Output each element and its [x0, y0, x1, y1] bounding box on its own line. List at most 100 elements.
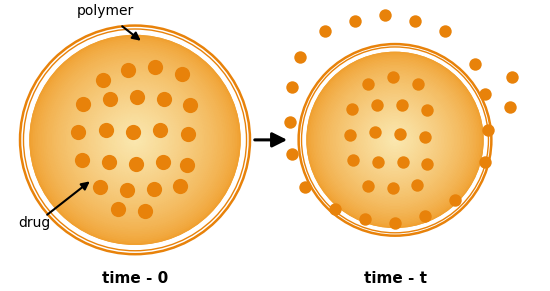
Point: [301, 184, 310, 189]
Circle shape: [328, 73, 463, 207]
Circle shape: [133, 138, 137, 142]
Point: [390, 221, 399, 226]
Circle shape: [75, 81, 195, 199]
Point: [371, 129, 380, 134]
Point: [185, 103, 194, 107]
Circle shape: [307, 52, 483, 227]
Circle shape: [392, 137, 398, 143]
Point: [131, 162, 140, 166]
Point: [96, 184, 104, 189]
Circle shape: [118, 123, 152, 157]
Circle shape: [331, 76, 460, 204]
Circle shape: [131, 136, 139, 143]
Circle shape: [82, 88, 188, 192]
Circle shape: [82, 88, 188, 192]
Point: [348, 107, 356, 111]
Point: [441, 28, 449, 33]
Point: [412, 182, 421, 187]
Point: [421, 134, 430, 139]
Circle shape: [54, 60, 216, 220]
Circle shape: [309, 54, 482, 226]
Circle shape: [379, 124, 411, 156]
Circle shape: [35, 41, 235, 239]
Circle shape: [47, 53, 223, 227]
Circle shape: [376, 121, 414, 159]
Circle shape: [93, 98, 177, 182]
Circle shape: [121, 126, 149, 154]
Circle shape: [351, 96, 439, 184]
Circle shape: [320, 65, 470, 214]
Circle shape: [74, 79, 196, 201]
Circle shape: [388, 133, 403, 147]
Circle shape: [381, 125, 410, 155]
Circle shape: [389, 134, 401, 146]
Circle shape: [337, 81, 454, 198]
Circle shape: [70, 75, 200, 204]
Circle shape: [373, 118, 417, 162]
Circle shape: [93, 98, 177, 182]
Circle shape: [348, 93, 442, 187]
Circle shape: [60, 65, 210, 215]
Circle shape: [355, 100, 434, 179]
Circle shape: [81, 86, 189, 194]
Circle shape: [90, 95, 180, 185]
Circle shape: [79, 84, 191, 196]
Point: [395, 132, 404, 136]
Text: time - t: time - t: [364, 271, 426, 285]
Point: [389, 75, 398, 79]
Point: [450, 197, 459, 202]
Circle shape: [346, 92, 443, 188]
Circle shape: [331, 76, 460, 204]
Circle shape: [328, 73, 463, 207]
Circle shape: [107, 112, 163, 168]
Circle shape: [128, 133, 142, 147]
Circle shape: [315, 60, 476, 220]
Point: [288, 85, 296, 90]
Point: [184, 132, 192, 136]
Circle shape: [37, 42, 233, 237]
Circle shape: [100, 105, 170, 175]
Circle shape: [79, 84, 191, 196]
Circle shape: [375, 120, 416, 160]
Circle shape: [383, 128, 407, 152]
Circle shape: [102, 107, 168, 173]
Point: [321, 28, 329, 33]
Point: [422, 162, 431, 166]
Circle shape: [320, 65, 470, 214]
Point: [295, 55, 304, 60]
Circle shape: [315, 60, 476, 220]
Circle shape: [310, 55, 480, 224]
Circle shape: [309, 54, 482, 226]
Circle shape: [385, 130, 405, 150]
Circle shape: [65, 70, 205, 210]
Circle shape: [105, 110, 165, 169]
Circle shape: [375, 120, 416, 160]
Circle shape: [56, 62, 214, 218]
Circle shape: [335, 80, 455, 200]
Circle shape: [34, 39, 236, 241]
Circle shape: [70, 75, 200, 204]
Circle shape: [333, 79, 456, 201]
Circle shape: [39, 44, 231, 236]
Circle shape: [103, 109, 167, 171]
Circle shape: [32, 37, 238, 242]
Circle shape: [363, 108, 427, 172]
Circle shape: [109, 114, 161, 166]
Circle shape: [376, 121, 414, 159]
Circle shape: [62, 67, 208, 213]
Circle shape: [111, 116, 160, 164]
Point: [411, 18, 420, 23]
Circle shape: [116, 121, 154, 159]
Circle shape: [385, 130, 405, 150]
Circle shape: [46, 51, 224, 229]
Circle shape: [62, 67, 208, 213]
Circle shape: [357, 102, 433, 178]
Circle shape: [44, 49, 226, 230]
Point: [364, 82, 372, 86]
Circle shape: [394, 139, 397, 141]
Point: [481, 159, 490, 164]
Point: [471, 62, 480, 67]
Point: [106, 97, 114, 102]
Circle shape: [377, 123, 412, 157]
Circle shape: [58, 63, 212, 217]
